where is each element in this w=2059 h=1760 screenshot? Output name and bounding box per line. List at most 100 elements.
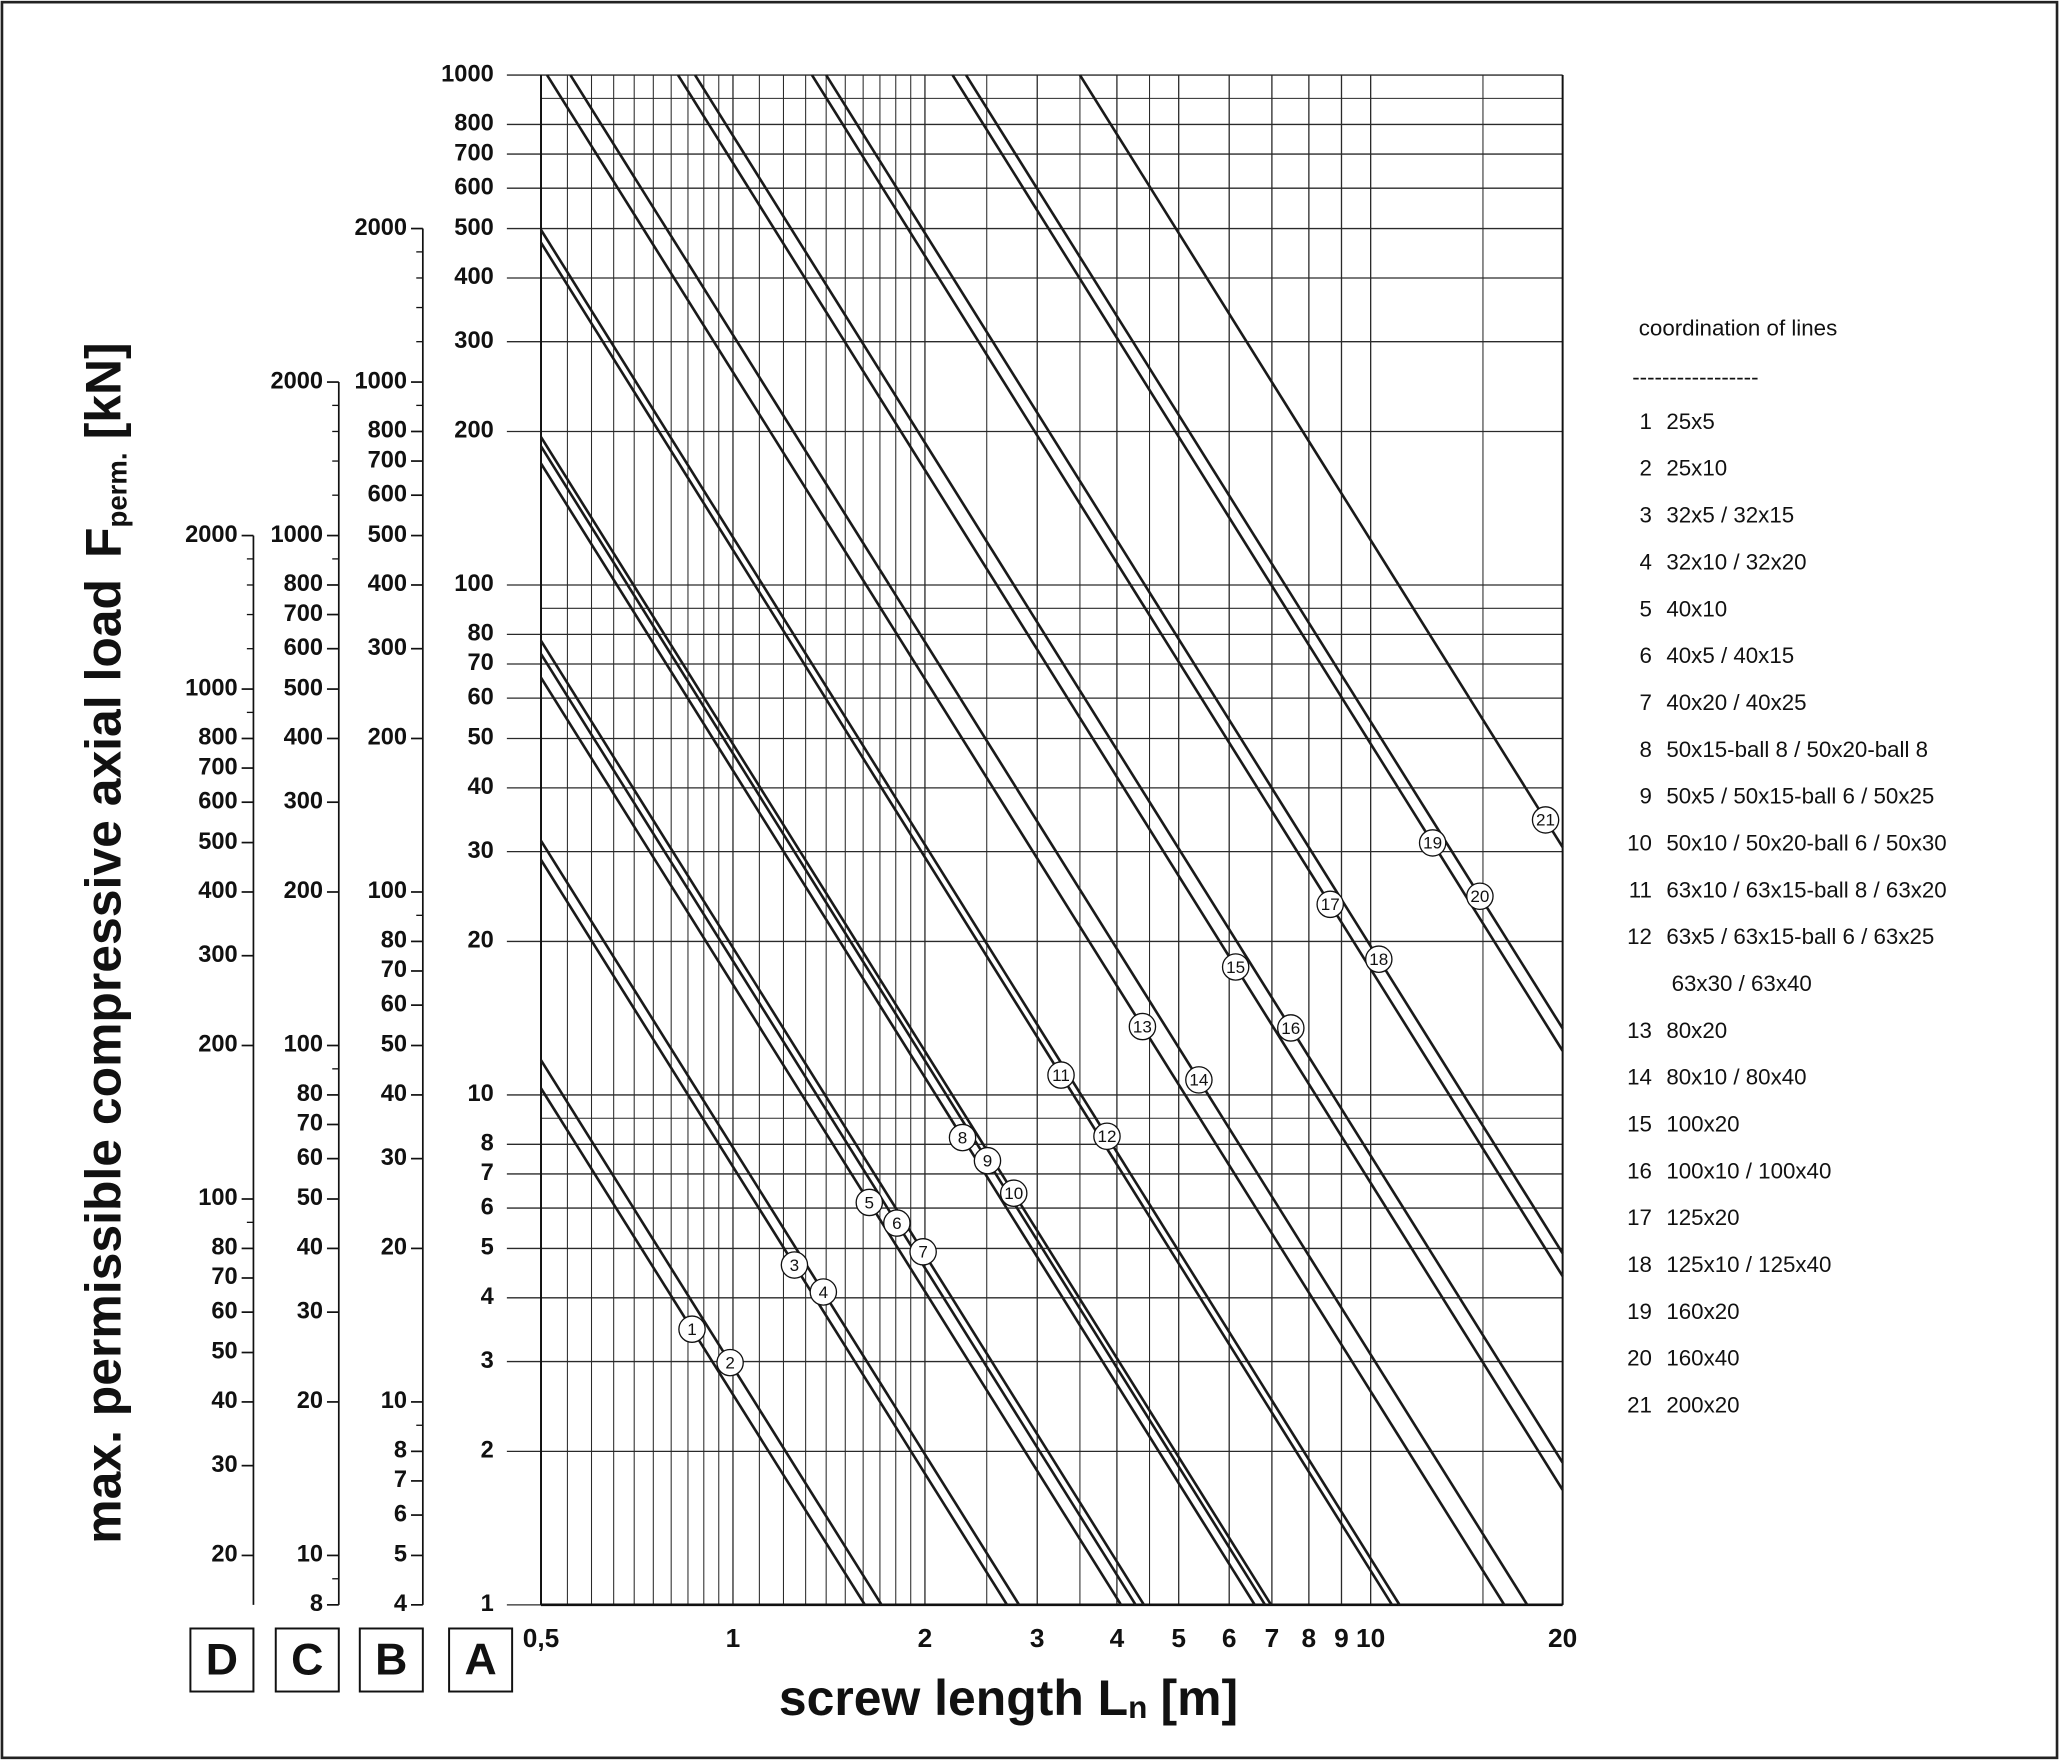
axis-letter: C: [291, 1635, 323, 1684]
legend-entry: 50x15-ball 8 / 50x20-ball 8: [1666, 737, 1928, 762]
load-line: [539, 840, 1021, 1606]
axis-letter: B: [375, 1635, 407, 1684]
x-tick-label: 2: [918, 1623, 933, 1653]
legend-entry: 100x10 / 100x40: [1666, 1158, 1831, 1183]
legend-number: 7: [1640, 690, 1652, 715]
legend-entry: 200x20: [1666, 1393, 1739, 1418]
extra-axis-tick-label: 30: [297, 1298, 323, 1324]
legend-number: 20: [1627, 1346, 1652, 1371]
legend-entry-continued: 63x30 / 63x40: [1672, 971, 1812, 996]
line-badge-label: 13: [1133, 1017, 1152, 1036]
legend-entry: 100x20: [1666, 1112, 1739, 1137]
extra-axis-tick-label: 80: [297, 1081, 323, 1107]
load-line: [539, 445, 1267, 1606]
extra-axis-tick-label: 50: [381, 1032, 407, 1058]
line-badge-label: 18: [1369, 950, 1388, 969]
x-tick-label: 10: [1356, 1623, 1385, 1653]
legend-entry: 80x10 / 80x40: [1666, 1065, 1806, 1090]
extra-axis-tick-label: 70: [211, 1264, 237, 1290]
extra-axis-tick-label: 60: [381, 991, 407, 1017]
y-tick-label: 80: [467, 621, 493, 647]
line-badge-label: 2: [725, 1353, 735, 1372]
line-badge: [999, 1179, 1028, 1208]
axis-letter: A: [464, 1635, 496, 1684]
load-line: [676, 74, 1564, 1491]
extra-axis-tick-label: 2000: [355, 215, 408, 241]
legend-entry: 125x20: [1666, 1205, 1739, 1230]
load-line: [539, 676, 1123, 1606]
extra-axis-tick-label: 40: [211, 1388, 237, 1414]
line-badge: [855, 1188, 884, 1217]
line-badge-label: 11: [1052, 1066, 1070, 1085]
x-label-sub: n: [1128, 1689, 1147, 1725]
line-badge: [883, 1209, 911, 1237]
line-badge: [1221, 953, 1250, 981]
extra-axis-tick-label: 300: [368, 635, 407, 661]
line-badge: [1316, 890, 1344, 919]
extra-axis-tick-label: 30: [381, 1145, 407, 1171]
legend-entry: 125x10 / 125x40: [1666, 1252, 1831, 1277]
line-badge-label: 14: [1189, 1071, 1208, 1090]
line-badge: [1185, 1066, 1213, 1094]
legend-separator: -----------------: [1632, 364, 1758, 389]
load-line: [569, 74, 1529, 1606]
extra-axis-tick-label: 8: [394, 1438, 407, 1464]
load-line: [964, 74, 1564, 1030]
y-tick-label: 400: [454, 264, 493, 290]
legend-number: 10: [1627, 830, 1652, 855]
y-tick-label: 40: [467, 774, 493, 800]
x-tick-label: 1: [726, 1623, 741, 1653]
legend-number: 14: [1627, 1065, 1652, 1090]
extra-axis-tick-label: 200: [368, 725, 407, 751]
extra-axis-tick-label: 400: [198, 878, 237, 904]
extra-axis-tick-label: 80: [381, 928, 407, 954]
extra-axis-tick-label: 60: [297, 1145, 323, 1171]
extra-axis-tick-label: 300: [284, 788, 323, 814]
line-badge: [1093, 1122, 1121, 1151]
extra-axis-tick-label: 400: [284, 725, 323, 751]
axis-letter-box: [189, 1627, 255, 1693]
extra-axis-tick-label: 60: [211, 1298, 237, 1324]
extra-axis-tick-label: 500: [284, 675, 323, 701]
x-tick-label: 20: [1548, 1623, 1577, 1653]
load-line: [539, 462, 1256, 1606]
legend-title: coordination of lines: [1639, 316, 1837, 341]
load-line: [539, 859, 1009, 1606]
extra-axis-tick-label: 20: [211, 1542, 237, 1568]
line-badge: [780, 1251, 809, 1279]
y-tick-label: 300: [454, 328, 493, 354]
extra-axis-tick-label: 800: [284, 571, 323, 597]
load-line: [1078, 74, 1564, 848]
load-line: [810, 74, 1564, 1277]
line-badge-label: 9: [983, 1152, 993, 1171]
legend-number: 21: [1627, 1393, 1652, 1418]
legend-entry: 32x10 / 32x20: [1666, 549, 1806, 574]
legend-entry: 80x20: [1666, 1018, 1727, 1043]
y-tick-label: 8: [481, 1131, 494, 1157]
y-tick-label: 30: [467, 838, 493, 864]
extra-axis-tick-label: 7: [394, 1467, 407, 1493]
x-axis-title: screw length Ln [m]: [779, 1670, 1238, 1726]
line-badge-label: 21: [1536, 811, 1555, 830]
line-badge: [1277, 1014, 1305, 1042]
line-badge: [678, 1315, 706, 1343]
extra-axis-tick-label: 1000: [355, 368, 408, 394]
load-line: [539, 653, 1137, 1606]
line-badge-label: 8: [958, 1128, 967, 1147]
legend-number: 15: [1627, 1112, 1652, 1137]
extra-axis-tick-label: 40: [381, 1081, 407, 1107]
legend-entry: 160x20: [1666, 1299, 1739, 1324]
y-tick-label: 800: [454, 111, 493, 137]
y-tick-label: 600: [454, 174, 493, 200]
extra-axis-tick-label: 70: [297, 1111, 323, 1137]
extra-axis-tick-label: 700: [368, 447, 407, 473]
extra-axis-tick-label: 600: [284, 635, 323, 661]
legend-entry: 32x5 / 32x15: [1666, 503, 1794, 528]
load-line: [539, 436, 1273, 1606]
extra-axis-tick-label: 100: [368, 878, 407, 904]
load-line: [545, 74, 1506, 1606]
extra-axis-tick-label: 100: [284, 1032, 323, 1058]
legend-entry: 160x40: [1666, 1346, 1739, 1371]
